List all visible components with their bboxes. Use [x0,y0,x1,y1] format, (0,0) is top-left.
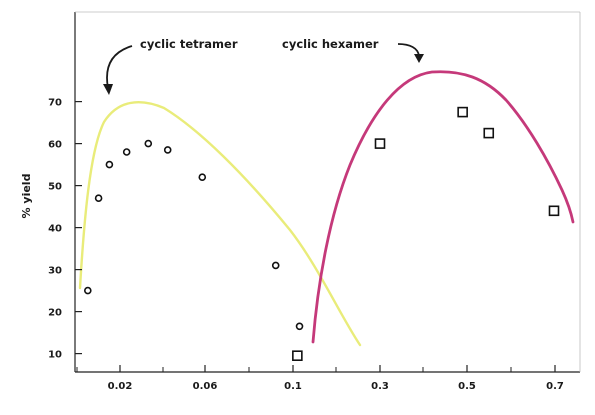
x-axis-ticks: 0.02 0.06 0.1 0.3 0.5 0.7 [76,365,564,392]
x-tick-label: 0.3 [371,381,389,392]
x-tick-label: 0.02 [108,381,133,392]
y-tick-label: 30 [48,266,62,277]
y-tick-label: 60 [48,140,62,151]
annotation-cyclic-tetramer: cyclic tetramer [140,37,238,51]
hexamer-data-point [457,106,468,118]
y-tick-label: 40 [48,224,62,235]
tetramer-data-point [105,160,114,169]
x-tick-label: 0.5 [458,381,476,392]
annotation-cyclic-hexamer: cyclic hexamer [282,37,379,51]
plot-frame [74,11,581,373]
tetramer-annotation-arrow [106,45,133,89]
hexamer-data-point [374,138,386,149]
tetramer-data-point [271,261,280,270]
tetramer-arrowhead [103,84,113,95]
tetramer-data-point [295,322,304,331]
tetramer-data-point [163,146,172,154]
hexamer-data-point [483,127,495,139]
y-axis-label: % yield [20,174,33,219]
y-tick-label: 10 [48,350,62,361]
hexamer-data-point [548,205,560,217]
tetramer-data-point [84,286,92,295]
y-tick-label: 20 [48,308,62,319]
hexamer-fit-curve [311,70,575,344]
x-tick-label: 0.1 [284,381,302,392]
y-tick-label: 70 [48,98,62,109]
hexamer-data-point [292,350,303,362]
tetramer-data-point [198,173,207,181]
hexamer-arrowhead [414,54,424,63]
x-tick-label: 0.06 [193,381,218,392]
tetramer-fit-curve [78,101,362,347]
tetramer-data-point [122,148,131,156]
y-axis-ticks: 10 20 30 40 50 60 70 [48,98,82,361]
data-points [84,106,560,362]
y-tick-label: 50 [48,182,62,193]
x-tick-label: 0.7 [546,381,564,392]
tetramer-data-point [94,194,103,202]
tetramer-data-point [144,139,153,148]
